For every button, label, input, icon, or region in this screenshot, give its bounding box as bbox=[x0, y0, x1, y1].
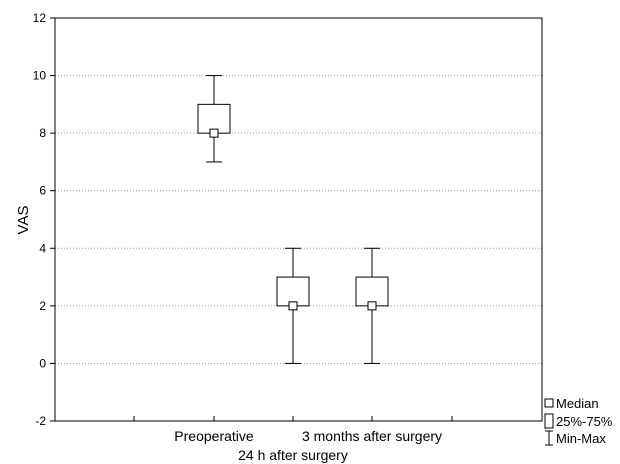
median-marker bbox=[367, 301, 377, 311]
boxes bbox=[197, 75, 389, 364]
legend-median-symbol bbox=[544, 398, 554, 408]
box-group bbox=[355, 247, 389, 364]
legend-whisker-symbol bbox=[545, 430, 553, 446]
x-category-label: 3 months after surgery bbox=[302, 428, 442, 444]
y-tick-label: 10 bbox=[33, 69, 47, 83]
legend-box-label: 25%-75% bbox=[556, 414, 613, 429]
y-tick-label: 2 bbox=[39, 299, 46, 313]
x-axis: Preoperative 24 h after surgery 3 months a… bbox=[133, 416, 453, 463]
legend-minmax-label: Min-Max bbox=[556, 431, 606, 446]
box-group bbox=[197, 75, 231, 163]
y-axis-label: VAS bbox=[15, 206, 32, 235]
y-tick-label: -2 bbox=[35, 414, 46, 428]
median-marker bbox=[288, 301, 298, 311]
y-tick-label: 12 bbox=[33, 11, 47, 25]
y-tick-label: 6 bbox=[39, 184, 46, 198]
grid-lines bbox=[55, 75, 542, 364]
plot-frame bbox=[54, 17, 543, 422]
x-category-label: Preoperative bbox=[174, 428, 254, 444]
median-marker bbox=[209, 128, 219, 138]
legend-box-symbol bbox=[544, 413, 554, 429]
box-iqr bbox=[355, 276, 389, 307]
x-category-label: 24 h after surgery bbox=[238, 447, 348, 463]
legend-median-label: Median bbox=[556, 396, 599, 411]
box-iqr bbox=[276, 276, 310, 307]
y-tick-label: 4 bbox=[39, 241, 46, 255]
box-iqr bbox=[197, 103, 231, 134]
box-group bbox=[276, 247, 310, 364]
y-axis: -2 0 2 4 6 8 10 12 bbox=[33, 11, 55, 428]
y-tick-label: 8 bbox=[39, 126, 46, 140]
legend: Median 25%-75% Min-Max bbox=[544, 396, 613, 446]
y-tick-label: 0 bbox=[39, 356, 46, 370]
